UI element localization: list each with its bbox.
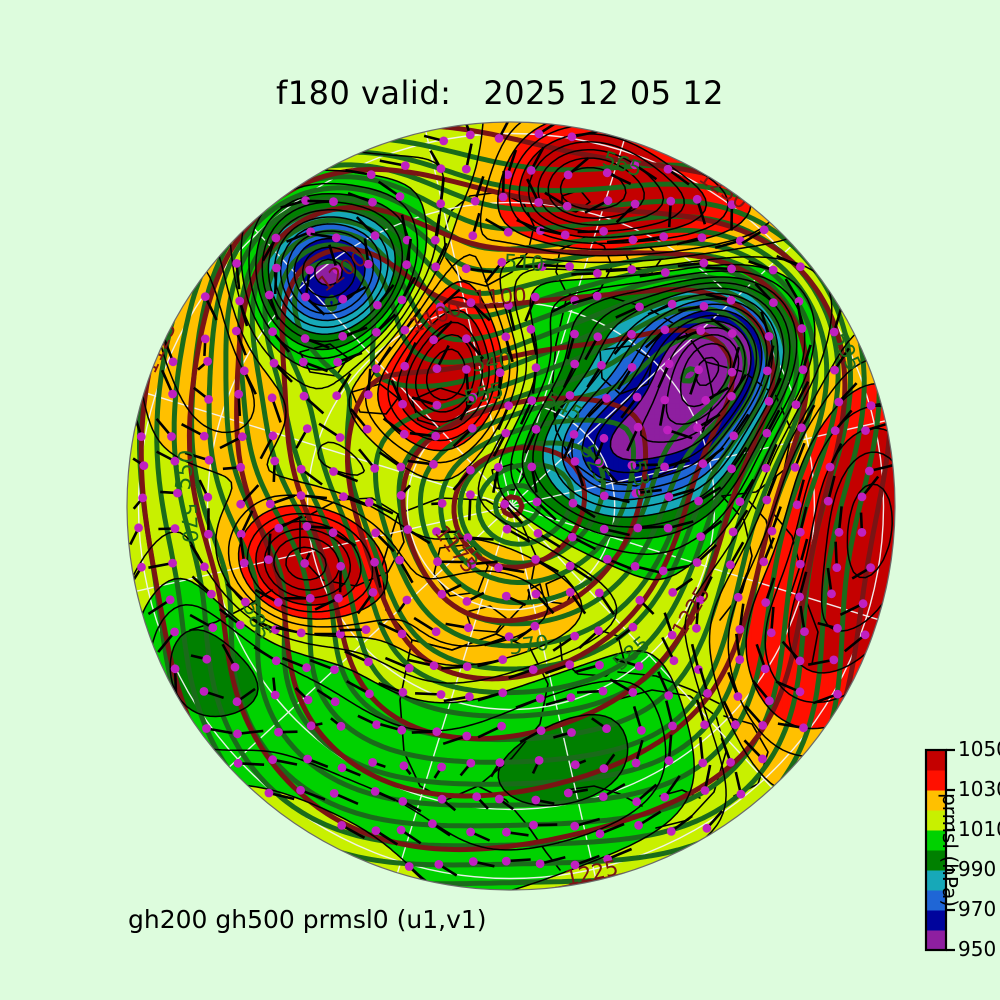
colorbar-band[interactable]	[926, 750, 946, 771]
wind-barbs	[127, 122, 895, 883]
colorbar-tick-label: 1050	[958, 737, 1000, 761]
colorbar-band[interactable]	[926, 910, 946, 931]
colorbar-tick-label: 950	[958, 937, 997, 961]
colorbar-frame	[924, 748, 948, 952]
colorbar-band[interactable]	[926, 790, 946, 811]
colorbar-band[interactable]	[926, 930, 946, 951]
globe-outline	[126, 121, 896, 891]
colorbar-tick-label: 970	[958, 897, 997, 921]
colorbar-band[interactable]	[926, 830, 946, 851]
colorbar-band[interactable]	[926, 810, 946, 831]
colorbar-band[interactable]	[926, 870, 946, 891]
colorbar-band[interactable]	[926, 890, 946, 911]
contour-label: 550	[171, 449, 199, 491]
figure-footer: gh200 gh500 prmsl0 (u1,v1)	[128, 905, 487, 934]
colorbar-tick-label: 1010	[958, 817, 1000, 841]
contour-label: 570	[507, 631, 550, 660]
contour-label: 510	[503, 250, 544, 276]
contour-label: 1100	[473, 284, 528, 311]
page-title: f180 valid: 2025 12 05 12	[275, 74, 725, 112]
colorbar-swatches[interactable]	[924, 748, 955, 952]
contour-label: 570	[176, 502, 202, 543]
colorbar-band[interactable]	[926, 850, 946, 871]
colorbar-band[interactable]	[926, 770, 946, 791]
colorbar-tick-label: 1030	[958, 777, 1000, 801]
colorbar-tick-label: 990	[958, 857, 997, 881]
contour-label: 540	[470, 347, 513, 376]
